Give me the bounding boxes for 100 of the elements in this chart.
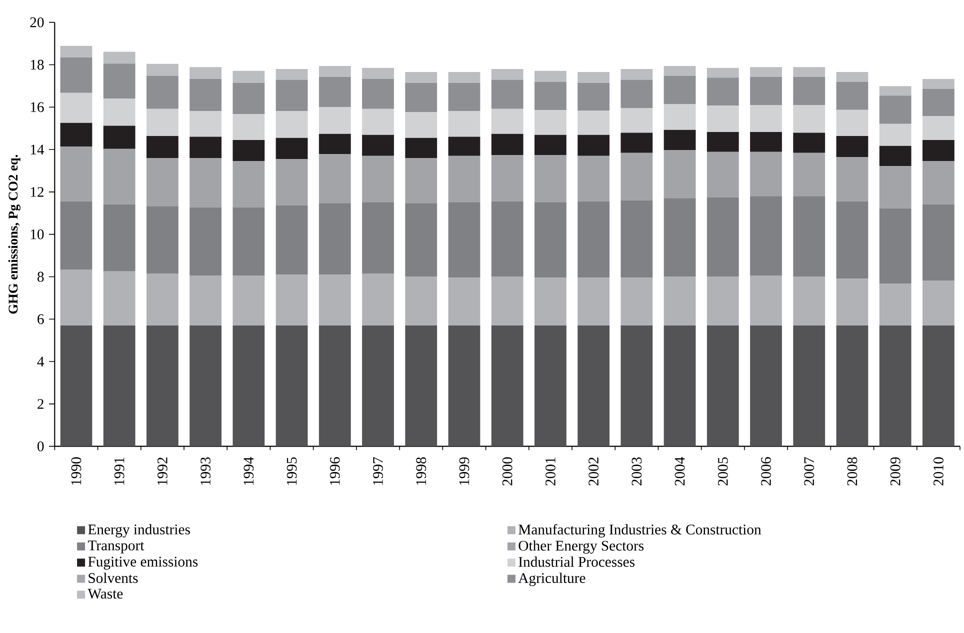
bar xyxy=(448,82,480,112)
bar xyxy=(448,136,480,156)
y-tick-label: 12 xyxy=(30,187,44,197)
bar xyxy=(232,275,265,326)
bar xyxy=(318,203,351,275)
bar xyxy=(750,105,782,132)
bar xyxy=(879,124,912,146)
bar xyxy=(793,276,826,326)
bar xyxy=(706,106,739,132)
bar xyxy=(491,80,524,109)
bar xyxy=(836,156,868,202)
bar xyxy=(60,270,92,326)
bar xyxy=(318,107,351,134)
bar xyxy=(60,325,92,446)
bar xyxy=(276,159,308,206)
x-tick-label: 2006 xyxy=(761,457,771,486)
x-tick-label: 1995 xyxy=(286,457,297,485)
bar xyxy=(620,152,653,200)
bar xyxy=(706,197,739,277)
bar xyxy=(146,325,178,446)
bar xyxy=(578,325,610,446)
bar xyxy=(491,325,524,446)
y-tick-label: 6 xyxy=(38,314,44,324)
bar xyxy=(922,88,954,116)
bar xyxy=(146,64,178,76)
bar xyxy=(146,136,178,158)
bar xyxy=(664,76,696,104)
bar xyxy=(103,98,136,126)
bar xyxy=(706,152,739,198)
bar xyxy=(405,112,438,138)
bar xyxy=(318,76,351,108)
bar xyxy=(103,126,136,149)
bar xyxy=(534,110,566,135)
bar xyxy=(60,146,92,202)
bar xyxy=(146,274,178,326)
y-tick-label: 20 xyxy=(30,17,44,28)
bar xyxy=(448,111,480,137)
bar xyxy=(232,325,265,446)
bar xyxy=(836,82,868,110)
y-tick-label: 4 xyxy=(37,356,44,366)
bar xyxy=(276,68,308,80)
y-tick-label: 0 xyxy=(38,441,44,452)
bar xyxy=(922,204,954,281)
bar xyxy=(793,325,826,446)
bar xyxy=(706,68,739,78)
bar xyxy=(793,132,826,153)
bar xyxy=(232,160,265,208)
bar xyxy=(879,96,912,124)
bar xyxy=(879,166,912,208)
bar xyxy=(146,108,178,136)
bar xyxy=(879,284,912,326)
bar xyxy=(190,158,222,208)
y-tick-label: 10 xyxy=(30,229,44,240)
y-tick-label: 18 xyxy=(30,60,44,70)
bar xyxy=(534,202,566,278)
bar xyxy=(362,134,394,156)
bar xyxy=(620,132,653,153)
bar xyxy=(750,132,782,152)
bar xyxy=(793,196,826,277)
bar xyxy=(664,276,696,326)
bar xyxy=(276,325,308,446)
y-tick-label: 14 xyxy=(30,144,44,154)
bar xyxy=(620,108,653,133)
bar xyxy=(405,325,438,446)
bar xyxy=(448,278,480,326)
bar xyxy=(664,198,696,277)
bar xyxy=(793,105,826,133)
bar xyxy=(190,67,222,79)
bar xyxy=(491,134,524,156)
bar xyxy=(836,136,868,157)
bar xyxy=(362,202,394,274)
bar xyxy=(276,138,308,160)
bar xyxy=(879,86,912,96)
bar xyxy=(103,204,136,272)
bar xyxy=(706,78,739,106)
bar xyxy=(534,278,566,326)
bar xyxy=(146,158,178,206)
legend-label: Fugitive emissions xyxy=(88,556,198,570)
bar xyxy=(362,156,394,202)
x-tick-label: 1991 xyxy=(114,458,124,485)
bar xyxy=(793,76,826,106)
bar xyxy=(232,207,265,276)
bar xyxy=(405,276,438,326)
bar xyxy=(276,111,308,138)
bar xyxy=(491,155,524,202)
bar xyxy=(534,134,566,156)
bar xyxy=(318,274,351,326)
bar xyxy=(922,160,954,204)
bar xyxy=(750,275,782,326)
x-tick-label: 1997 xyxy=(373,457,383,485)
bar xyxy=(232,70,265,83)
bar xyxy=(836,110,868,136)
bar xyxy=(836,325,868,446)
bar xyxy=(578,134,610,156)
x-tick-label: 1992 xyxy=(158,458,168,485)
bar xyxy=(448,202,480,278)
bar xyxy=(620,278,653,326)
bar xyxy=(362,78,394,109)
bar xyxy=(60,92,92,123)
y-tick-label: 2 xyxy=(38,399,44,409)
